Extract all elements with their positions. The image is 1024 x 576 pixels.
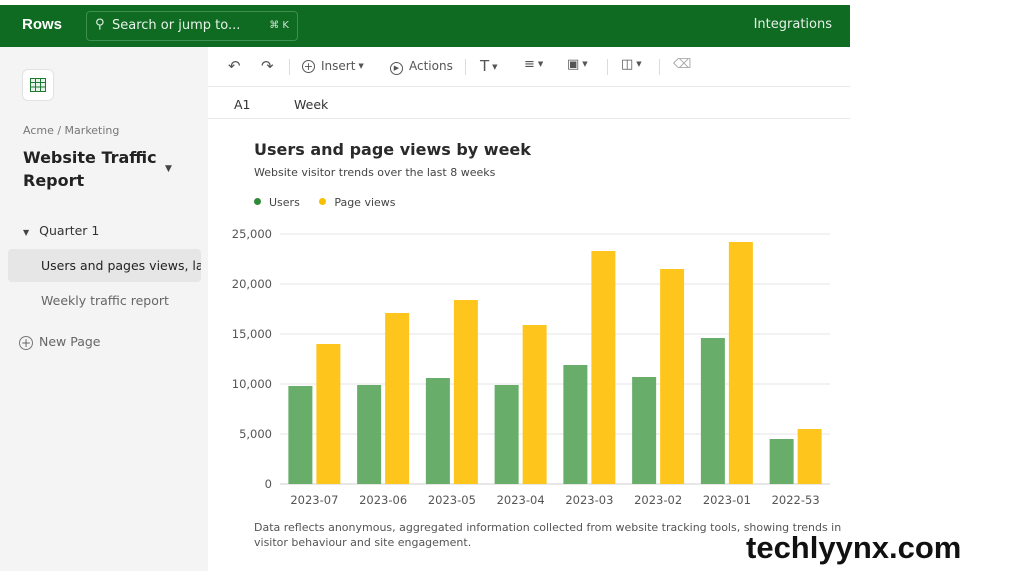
x-tick-label: 2023-04 — [497, 493, 545, 507]
chart-title: Users and page views by week — [254, 140, 531, 159]
caret-down-icon: ▼ — [23, 228, 30, 237]
sidebar-page-users-and-page-views[interactable]: Users and pages views, last 8 weeks — [8, 249, 201, 282]
bar-users-2023-06 — [357, 385, 382, 484]
cell-value[interactable]: Week — [294, 97, 329, 112]
legend-dot-users — [254, 198, 261, 205]
plus-circle-icon: + — [302, 60, 315, 73]
x-tick-label: 2023-03 — [565, 493, 613, 507]
spreadsheet-icon[interactable] — [22, 69, 54, 101]
bar-users-2022-53 — [769, 439, 794, 484]
toolbar-divider — [289, 59, 290, 75]
x-tick-label: 2023-07 — [290, 493, 338, 507]
sidebar-section-quarter-1[interactable]: ▼ Quarter 1 — [23, 223, 99, 238]
top-bar: Rows ⚲ Search or jump to... ⌘ K Integrat… — [0, 5, 850, 47]
chart-legend: Users Page views — [254, 196, 412, 209]
y-tick-label: 5,000 — [239, 427, 272, 441]
chart-footnote: Data reflects anonymous, aggregated info… — [254, 521, 842, 549]
bar-users-2023-07 — [288, 386, 313, 484]
bar-users-2023-02 — [632, 377, 657, 484]
x-tick-label: 2023-02 — [634, 493, 682, 507]
document-title: Website Traffic Report — [23, 148, 157, 190]
watermark-text: techlyynx.com — [746, 530, 962, 565]
actions-label: Actions — [409, 59, 453, 73]
bar-chart: 0 5,000 10,000 15,000 20,000 25,000 2023-07 202… — [232, 227, 830, 507]
bar-page-views-2023-02 — [660, 269, 685, 484]
insert-label: Insert — [321, 59, 356, 73]
cell-reference[interactable]: A1 — [234, 97, 251, 112]
chart-subtitle: Website visitor trends over the last 8 w… — [254, 166, 496, 179]
text-format-icon[interactable]: T ▼ — [480, 57, 498, 75]
bar-page-views-2023-04 — [522, 325, 547, 484]
x-tick-label: 2023-01 — [703, 493, 751, 507]
layout-icon[interactable]: ◫ ▼ — [621, 57, 642, 72]
undo-icon[interactable]: ↶ — [228, 57, 241, 75]
bar-users-2023-01 — [700, 338, 725, 484]
y-tick-label: 20,000 — [232, 277, 272, 291]
search-shortcut: ⌘ K — [269, 20, 289, 31]
breadcrumb[interactable]: Acme / Marketing — [23, 124, 120, 137]
legend-item-users[interactable]: Users — [254, 196, 300, 209]
new-page-button[interactable]: + New Page — [19, 334, 101, 350]
legend-label-users: Users — [269, 196, 300, 209]
bar-page-views-2023-05 — [453, 300, 478, 484]
caret-down-icon: ▼ — [358, 62, 364, 70]
legend-item-page-views[interactable]: Page views — [319, 196, 396, 209]
toolbar-divider — [465, 59, 466, 75]
new-page-label: New Page — [39, 334, 101, 349]
bar-users-2023-03 — [563, 365, 588, 484]
legend-label-page-views: Page views — [334, 196, 396, 209]
y-tick-label: 0 — [265, 477, 272, 491]
search-box[interactable]: ⚲ Search or jump to... ⌘ K — [86, 11, 298, 41]
sidebar: Acme / Marketing Website Traffic Report … — [0, 47, 208, 571]
caret-down-icon[interactable]: ▼ — [165, 164, 172, 174]
play-circle-icon: ▶ — [390, 62, 403, 75]
x-tick-label: 2023-06 — [359, 493, 407, 507]
x-tick-label: 2023-05 — [428, 493, 476, 507]
sidebar-page-weekly-traffic-report[interactable]: Weekly traffic report — [41, 293, 169, 308]
chart-canvas: Users and page views by week Website vis… — [208, 119, 850, 571]
bar-page-views-2023-03 — [591, 251, 616, 484]
eraser-icon[interactable]: ⌫ — [673, 57, 692, 72]
redo-icon[interactable]: ↷ — [261, 57, 274, 75]
align-icon[interactable]: ≡ ▼ — [524, 57, 544, 72]
bar-page-views-2023-06 — [385, 313, 410, 484]
actions-button[interactable]: ▶ Actions — [390, 59, 453, 75]
toolbar-divider — [659, 59, 660, 75]
x-tick-label: 2022-53 — [772, 493, 820, 507]
bar-page-views-2022-53 — [797, 429, 822, 484]
bar-users-2023-04 — [494, 385, 519, 484]
legend-dot-page-views — [319, 198, 327, 205]
toolbar-divider — [607, 59, 608, 75]
section-label: Quarter 1 — [39, 223, 100, 238]
y-tick-label: 25,000 — [232, 227, 272, 241]
plus-circle-icon: + — [19, 336, 33, 350]
y-tick-label: 15,000 — [232, 327, 272, 341]
bar-page-views-2023-07 — [316, 344, 341, 484]
integrations-link[interactable]: Integrations — [753, 17, 832, 32]
y-tick-label: 10,000 — [232, 377, 272, 391]
app-logo[interactable]: Rows — [22, 16, 63, 33]
bar-page-views-2023-01 — [728, 242, 753, 484]
formula-bar: A1 Week — [208, 87, 850, 119]
toolbar: ↶ ↷ + Insert ▼ ▶ Actions T ▼ ≡ ▼ ▣ ▼ ◫ ▼ ⌫ — [208, 47, 850, 87]
bar-users-2023-05 — [425, 378, 450, 484]
insert-button[interactable]: + Insert ▼ — [302, 59, 364, 73]
search-placeholder: Search or jump to... — [112, 18, 241, 33]
search-icon: ⚲ — [95, 17, 105, 32]
format-icon[interactable]: ▣ ▼ — [567, 57, 588, 72]
